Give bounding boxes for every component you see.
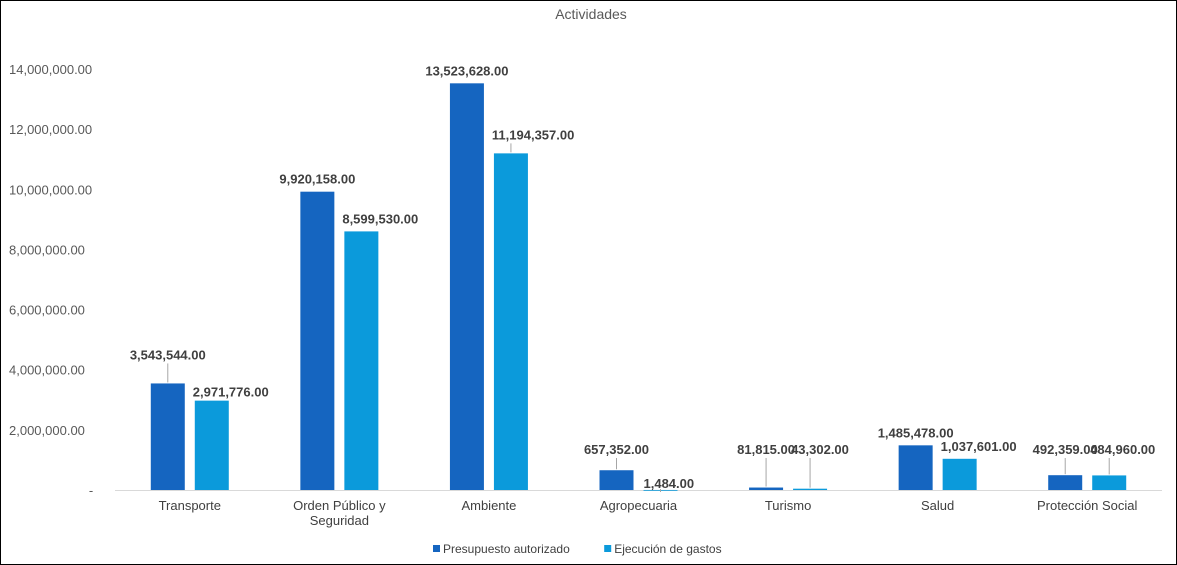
y-tick-label: 10,000,000.00 <box>9 182 92 197</box>
x-axis: Transporte Orden Público y Seguridad Ambien… <box>115 490 1162 528</box>
bar <box>493 153 528 490</box>
x-tick-label: Transporte <box>159 498 221 513</box>
bar <box>449 83 484 490</box>
data-label: 1,037,601.00 <box>941 439 1017 454</box>
y-tick-label: 12,000,000.00 <box>9 122 92 137</box>
x-tick-label: Agropecuaria <box>600 498 678 513</box>
y-tick-label: 8,000,000.00 <box>9 242 85 257</box>
bar <box>793 488 828 490</box>
x-tick-label: Ambiente <box>461 498 516 513</box>
bar <box>1092 475 1127 490</box>
leader-lines <box>167 143 1110 492</box>
data-label: 1,485,478.00 <box>878 425 954 440</box>
x-tick-label: Orden Público y Seguridad <box>293 498 386 528</box>
bar <box>898 445 933 490</box>
bar <box>300 191 335 490</box>
data-label: 43,302.00 <box>791 442 849 457</box>
x-tick-label: Salud <box>921 498 954 513</box>
data-label: 81,815.00 <box>737 442 795 457</box>
legend-swatch <box>604 545 612 552</box>
bar <box>1048 475 1083 490</box>
data-label: 657,352.00 <box>584 442 649 457</box>
y-tick-label: 14,000,000.00 <box>9 62 92 77</box>
data-label: 3,543,544.00 <box>130 347 206 362</box>
data-label: 484,960.00 <box>1090 442 1155 457</box>
x-tick-label: Turismo <box>765 498 811 513</box>
x-tick-label: Protección Social <box>1037 498 1138 513</box>
bars <box>150 83 1127 491</box>
bar <box>599 470 634 490</box>
data-label: 9,920,158.00 <box>279 172 355 187</box>
legend-label: Ejecución de gastos <box>614 542 721 556</box>
y-tick-label: 4,000,000.00 <box>9 363 85 378</box>
bar <box>150 383 185 490</box>
bar <box>749 487 784 490</box>
legend-label: Presupuesto autorizado <box>443 542 570 556</box>
bar <box>194 400 229 490</box>
legend-swatch <box>433 545 440 552</box>
data-label: 13,523,628.00 <box>425 63 508 78</box>
data-label: 1,484.00 <box>644 476 695 491</box>
data-label: 8,599,530.00 <box>342 211 418 226</box>
data-labels: 3,543,544.00 2,971,776.00 9,920,158.00 8,59… <box>130 63 1155 491</box>
y-tick-label: 6,000,000.00 <box>9 303 85 318</box>
data-label: 2,971,776.00 <box>193 385 269 400</box>
bar <box>942 458 977 490</box>
bar <box>344 231 379 490</box>
chart-title: Actividades <box>555 6 627 22</box>
y-tick-label: - <box>89 483 93 498</box>
data-label: 492,359.00 <box>1033 442 1098 457</box>
y-axis: - 2,000,000.00 4,000,000.00 6,000,000.00 8,0… <box>9 62 93 498</box>
data-label: 11,194,357.00 <box>492 127 574 142</box>
legend: Presupuesto autorizado Ejecución de gasto… <box>433 542 722 556</box>
y-tick-label: 2,000,000.00 <box>9 423 85 438</box>
